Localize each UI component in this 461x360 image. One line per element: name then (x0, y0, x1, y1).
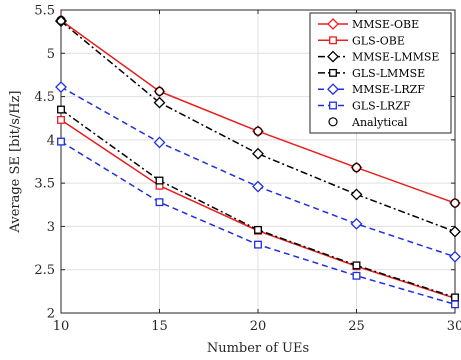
data-point (351, 162, 362, 173)
series-analytical (56, 15, 460, 208)
data-point (253, 126, 263, 136)
legend-label: MMSE-LMMSE (352, 51, 439, 64)
legend-marker (327, 18, 339, 30)
y-tick-label: 5 (47, 47, 55, 62)
data-point (57, 115, 65, 124)
series-layer (55, 14, 461, 309)
data-point (450, 198, 460, 208)
legend-label: Analytical (351, 116, 408, 129)
data-point (252, 180, 264, 193)
y-tick-label: 3.5 (34, 177, 55, 192)
y-tick-label: 2 (47, 307, 55, 322)
data-point (154, 86, 165, 96)
series-mmse-lmmse (55, 15, 461, 238)
data-point (153, 96, 166, 109)
y-tick-label: 2.5 (34, 263, 55, 278)
legend-marker (329, 36, 337, 45)
legend-marker (329, 68, 337, 77)
legend-item: MMSE-OBE (318, 18, 419, 31)
data-point (155, 176, 164, 185)
data-point (155, 198, 164, 207)
data-point (252, 147, 264, 160)
data-point (254, 225, 262, 234)
data-point (55, 81, 67, 93)
data-point (57, 105, 65, 114)
axis-ticks: 10 15 20 25 30 2 2.5 3 3.5 4 4.5 5 5.5 (34, 4, 461, 335)
legend-item: Analytical (328, 116, 408, 129)
y-tick-label: 4.5 (34, 90, 55, 105)
legend-label: GLS-LRZF (352, 100, 411, 113)
legend-item: GLS-LMMSE (318, 67, 425, 80)
legend-marker (328, 117, 338, 127)
y-tick-label: 4 (47, 133, 55, 148)
legend-marker (327, 83, 339, 96)
data-point (254, 240, 262, 249)
x-tick-label: 15 (151, 319, 168, 334)
legend-label: GLS-LMMSE (352, 67, 425, 80)
data-point (56, 15, 66, 25)
legend-label: MMSE-LRZF (352, 83, 425, 96)
legend-item: GLS-LRZF (318, 100, 411, 113)
legend: MMSE-OBE GLS-OBE MMSE-LMMSE GLS-LMMSE MMSE-L… (309, 12, 452, 134)
x-axis-label: Number of UEs (207, 341, 309, 356)
legend-label: GLS-OBE (352, 34, 405, 47)
legend-marker (329, 101, 337, 110)
y-tick-label: 3 (47, 220, 55, 235)
x-tick-label: 30 (447, 319, 461, 334)
y-tick-label: 5.5 (34, 4, 55, 19)
legend-item: MMSE-LRZF (318, 83, 425, 96)
data-point (451, 293, 459, 302)
x-tick-label: 20 (250, 319, 267, 334)
data-point (352, 261, 361, 270)
data-point (352, 271, 361, 280)
legend-label: MMSE-OBE (352, 18, 419, 31)
series-line (60, 20, 456, 233)
series-gls-lrzf (57, 137, 459, 309)
legend-item: MMSE-LMMSE (318, 51, 439, 64)
data-point (350, 188, 363, 201)
y-axis-label: Average SE [bit/s/Hz] (8, 90, 23, 233)
legend-item: GLS-OBE (318, 34, 405, 47)
data-point (451, 300, 459, 309)
series-mmse-lrzf (55, 81, 461, 263)
data-point (449, 225, 461, 238)
legend-marker (327, 50, 339, 63)
data-point (153, 136, 166, 149)
data-point (350, 217, 363, 230)
data-point (57, 137, 65, 146)
data-point (449, 250, 461, 263)
x-tick-label: 10 (53, 319, 70, 334)
x-tick-label: 25 (348, 319, 365, 334)
